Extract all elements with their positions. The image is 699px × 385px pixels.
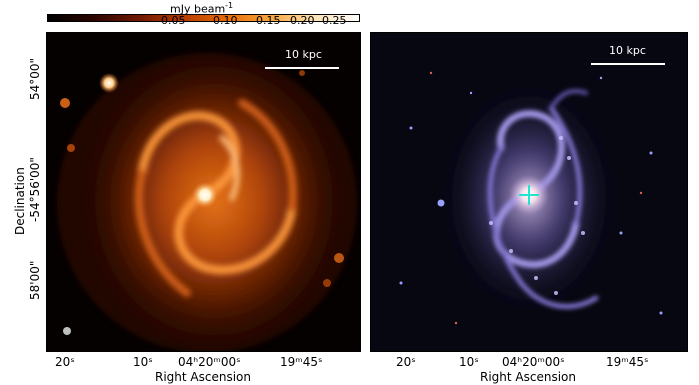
colorbar-tick-label: 0.05 [161, 14, 186, 27]
colorbar-title: mJy beam-1 [170, 1, 233, 16]
colorbar-unit: mJy beam [170, 2, 226, 16]
radio-image-panel: 10 kpc [46, 32, 361, 352]
colorbar-unit-exponent: -1 [225, 1, 234, 10]
optical-image-panel: 10 kpc [370, 32, 688, 352]
x-tick-label: 10ˢ [459, 355, 479, 369]
y-tick-label: 58'00" [28, 260, 42, 300]
x-tick-label: 04ʰ20ᵐ00ˢ [178, 355, 241, 369]
y-tick-label: -54°56'00" [28, 157, 42, 222]
x-tick-label: 20ˢ [396, 355, 416, 369]
colorbar-tick-label: 0.10 [213, 14, 238, 27]
colorbar-tick-label: 0.25 [322, 14, 347, 27]
x-tick-label: 19ᵐ45ˢ [280, 355, 323, 369]
left-x-axis-label: Right Ascension [155, 370, 251, 384]
x-tick-label: 04ʰ20ᵐ00ˢ [502, 355, 565, 369]
right-scale-bar-label: 10 kpc [609, 44, 646, 57]
colorbar-tick-label: 0.15 [256, 14, 281, 27]
y-tick-label: 54°00" [28, 57, 42, 100]
right-x-axis-label: Right Ascension [480, 370, 576, 384]
x-tick-label: 20ˢ [55, 355, 75, 369]
optical-composite-image [371, 33, 687, 351]
left-scale-bar-label: 10 kpc [285, 48, 322, 61]
nucleus-marker-icon [519, 185, 539, 205]
x-tick-label: 10ˢ [133, 355, 153, 369]
radio-continuum-image [47, 33, 360, 351]
x-tick-label: 19ᵐ45ˢ [606, 355, 649, 369]
colorbar [47, 14, 360, 22]
colorbar-tick-label: 0.20 [290, 14, 315, 27]
